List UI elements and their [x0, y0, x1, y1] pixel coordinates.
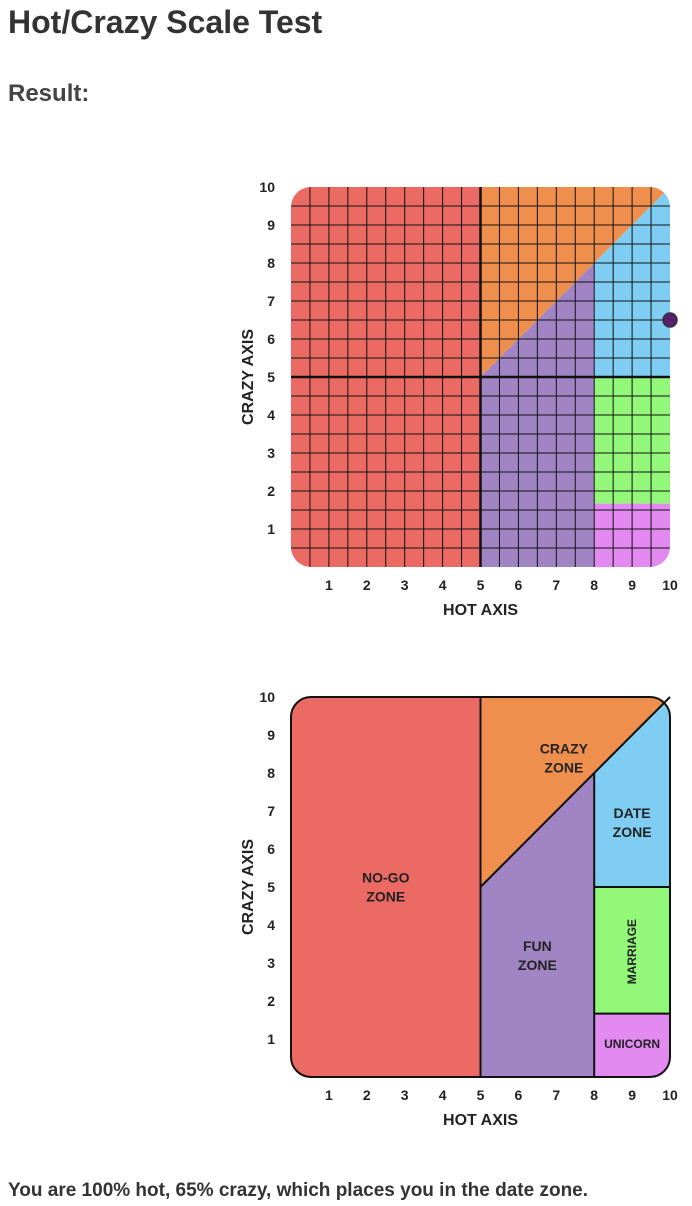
chart2-x-tick-label: 7: [552, 1087, 560, 1103]
chart1-x-tick-label: 4: [439, 577, 447, 593]
result-heading: Result:: [8, 80, 90, 107]
chart1-x-tick-label: 2: [363, 577, 371, 593]
chart1-y-tick-label: 1: [267, 521, 275, 537]
crazy-zone-label: ZONE: [544, 759, 583, 775]
chart2-x-tick-label: 10: [662, 1087, 678, 1103]
chart1-x-axis-title: HOT AXIS: [443, 602, 518, 619]
marriage-zone-area: [594, 887, 670, 1014]
chart1-x-tick-label: 6: [515, 577, 523, 593]
hot-crazy-grid-chart: 1 2 3 4 5 6 7 8 9 10 1 2 3 4 5 6 7 8 9 10 HOT AXIS CRAZY AXIS: [230, 170, 690, 630]
chart1-y-tick-label: 8: [267, 255, 275, 271]
chart1-x-tick-label: 9: [628, 577, 636, 593]
chart2-y-tick-label: 7: [267, 803, 275, 819]
plot-frame: [290, 696, 671, 1078]
result-text: You are 100% hot, 65% crazy, which place…: [8, 1180, 589, 1201]
chart1-y-tick-label: 9: [267, 217, 275, 233]
chart1-y-tick-label: 7: [267, 293, 275, 309]
chart2-x-tick-label: 8: [590, 1087, 598, 1103]
chart1-x-tick-label: 7: [552, 577, 560, 593]
fun-zone-label: FUN: [523, 938, 552, 954]
chart1-x-tick-label: 5: [477, 577, 485, 593]
grid-chart-svg: 1 2 3 4 5 6 7 8 9 10 1 2 3 4 5 6 7 8 9 10 HOT AXIS CRAZY AXIS: [240, 179, 678, 619]
zone-border: [479, 696, 671, 888]
plot-area: [291, 187, 670, 567]
chart1-x-tick-label: 8: [590, 577, 598, 593]
page-title: Hot/Crazy Scale Test: [8, 4, 323, 40]
chart2-y-tick-label: 8: [267, 765, 275, 781]
zones-chart-svg: 1 2 3 4 5 6 7 8 9 10 1 2 3 4 5 6 7 8 9 10 HOT AXIS CRAZY AXIS…: [240, 689, 678, 1129]
chart2-x-tick-label: 4: [439, 1087, 447, 1103]
unicorn-zone-area: [594, 1013, 670, 1077]
chart2-x-tick-label: 1: [325, 1087, 333, 1103]
chart2-x-tick-label: 6: [515, 1087, 523, 1103]
crazy-zone-label: CRAZY: [540, 740, 589, 756]
chart1-y-tick-label: 10: [259, 179, 275, 195]
chart2-y-axis-title: CRAZY AXIS: [240, 839, 257, 935]
marriage-label: MARRIAGE: [625, 919, 639, 984]
hot-crazy-zones-chart: 1 2 3 4 5 6 7 8 9 10 1 2 3 4 5 6 7 8 9 10 HOT AXIS CRAZY AXIS…: [230, 680, 690, 1140]
chart1-y-tick-label: 3: [267, 445, 275, 461]
chart2-y-tick-label: 1: [267, 1031, 275, 1047]
chart2-x-tick-label: 9: [628, 1087, 636, 1103]
fun-zone-label: ZONE: [518, 957, 557, 973]
chart2-y-tick-label: 4: [267, 917, 275, 933]
unicorn-label: UNICORN: [604, 1037, 660, 1051]
chart1-y-tick-label: 2: [267, 483, 275, 499]
result-point-marker: [662, 312, 678, 328]
no-go-zone-area: [291, 697, 481, 1077]
chart2-x-axis-title: HOT AXIS: [443, 1112, 518, 1129]
date-zone-area: [594, 697, 670, 887]
date-zone-label: DATE: [614, 805, 651, 821]
chart2-x-tick-label: 5: [477, 1087, 485, 1103]
date-zone-label: ZONE: [613, 824, 652, 840]
no-go-zone-label: NO-GO: [362, 870, 410, 886]
chart1-x-tick-label: 1: [325, 577, 333, 593]
chart2-y-tick-label: 5: [267, 879, 275, 895]
chart2-y-tick-label: 9: [267, 727, 275, 743]
chart1-y-tick-label: 5: [267, 369, 275, 385]
chart2-x-tick-label: 3: [401, 1087, 409, 1103]
chart2-x-tick-label: 2: [363, 1087, 371, 1103]
no-go-zone-label: ZONE: [366, 889, 405, 905]
chart1-x-tick-label: 3: [401, 577, 409, 593]
chart1-y-tick-label: 6: [267, 331, 275, 347]
fun-zone-area: [480, 773, 595, 1077]
chart1-x-tick-label: 10: [662, 577, 678, 593]
chart2-y-tick-label: 6: [267, 841, 275, 857]
chart2-y-tick-label: 3: [267, 955, 275, 971]
chart1-y-axis-title: CRAZY AXIS: [240, 329, 257, 425]
chart1-y-tick-label: 4: [267, 407, 275, 423]
chart2-y-tick-label: 2: [267, 993, 275, 1009]
chart2-y-tick-label: 10: [259, 689, 275, 705]
